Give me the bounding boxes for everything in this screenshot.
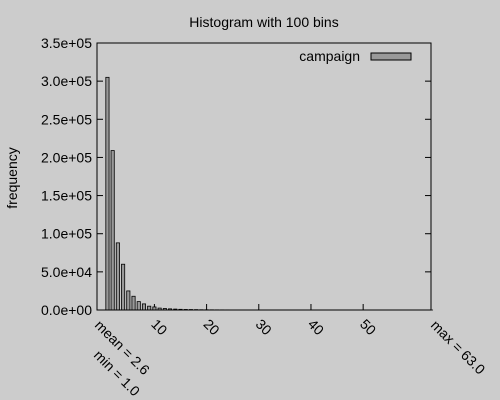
legend-label: campaign [299,48,360,64]
y-tick-label: 0.0e+00 [41,302,92,318]
y-tick-label: 2.0e+05 [41,149,92,165]
y-tick-label: 3.0e+05 [41,73,92,89]
histogram-bars [105,76,434,311]
histogram-bar [141,303,146,311]
y-axis: 0.0e+00 5.0e+04 1.0e+05 1.5e+05 2.0e+05 2.5e+… [41,35,431,318]
plot-frame [96,42,432,311]
legend: campaign [299,48,412,64]
y-tick-label: 5.0e+04 [41,264,92,280]
chart-title: Histogram with 100 bins [189,14,338,30]
y-tick-label: 1.0e+05 [41,226,92,242]
x-tick-label: 50 [357,316,379,338]
x-axis: 10 20 30 40 50 [148,304,380,338]
x-tick-label: 10 [148,316,170,338]
x-tick-label: 30 [253,316,275,338]
y-axis-label: frequency [4,147,20,208]
histogram-bar [131,295,136,311]
histogram-bar [136,301,141,311]
x-tick-label: 20 [200,316,222,338]
max-annotation: max = 63.0 [428,317,489,378]
histogram-bar [126,290,131,311]
y-tick-label: 3.5e+05 [41,35,92,51]
histogram-bar [147,305,152,311]
legend-swatch [370,52,412,61]
y-tick-label: 2.5e+05 [41,111,92,127]
histogram-bar [121,263,126,311]
y-tick-label: 1.5e+05 [41,188,92,204]
histogram-bar [105,76,110,311]
histogram-bar [115,242,120,311]
histogram-bar [110,150,115,311]
x-tick-label: 40 [305,316,327,338]
